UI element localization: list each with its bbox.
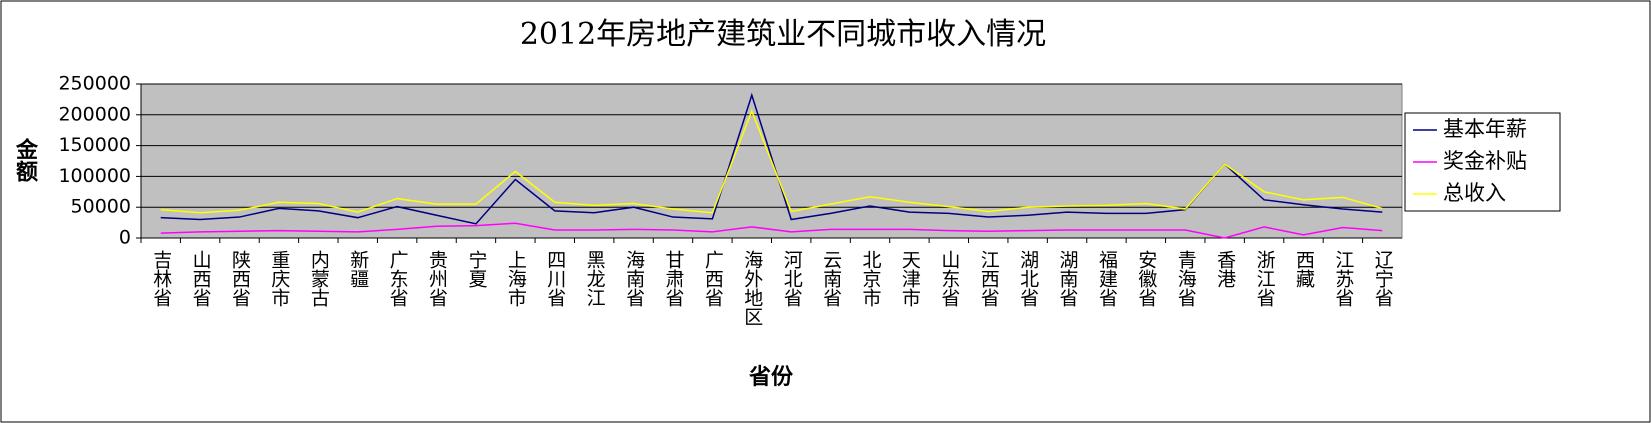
legend-label: 总收入 (1443, 181, 1506, 205)
series-line (160, 222, 1383, 239)
x-tick-label: 西藏 (1293, 250, 1315, 289)
x-tick-label: 浙江省 (1254, 250, 1276, 307)
x-tick-label: 重庆市 (268, 250, 290, 307)
x-tick-label: 贵州省 (426, 250, 448, 307)
x-tick-label: 江苏省 (1332, 250, 1354, 307)
x-tick-label: 广东省 (387, 250, 409, 307)
legend-label: 奖金补贴 (1443, 149, 1527, 173)
x-tick-label: 吉林省 (150, 250, 172, 307)
x-axis-label: 省份 (748, 365, 794, 390)
y-tick-label: 0 (119, 227, 131, 249)
series-line (160, 109, 1383, 214)
x-tick-label: 陕西省 (229, 250, 251, 307)
x-tick-label: 青海省 (1175, 250, 1197, 307)
x-tick-label: 山西省 (190, 250, 212, 307)
x-tick-label: 海外地区 (741, 250, 763, 326)
x-tick-label: 北京市 (860, 250, 882, 307)
x-tick-label: 湖北省 (1017, 250, 1039, 307)
y-tick-label: 200000 (58, 103, 131, 125)
series-line (160, 92, 1383, 225)
x-tick-label: 广西省 (702, 250, 724, 307)
x-tick-label: 山东省 (938, 250, 960, 307)
y-tick-label: 50000 (71, 196, 131, 218)
x-tick-label: 四川省 (544, 250, 566, 307)
x-tick-label: 湖南省 (1057, 250, 1079, 307)
legend-label: 基本年薪 (1443, 117, 1527, 141)
x-tick-label: 天津市 (899, 250, 921, 307)
x-tick-label: 黑龙江 (584, 250, 606, 307)
chart-title: 2012年房地产建筑业不同城市收入情况 (520, 17, 1046, 52)
x-tick-label: 江西省 (978, 250, 1000, 307)
x-tick-label: 甘肃省 (662, 250, 684, 307)
x-tick-label: 福建省 (1096, 250, 1118, 307)
x-tick-label: 辽宁省 (1372, 250, 1394, 307)
x-tick-label: 香港 (1214, 250, 1236, 288)
x-tick-label: 海南省 (623, 250, 645, 307)
y-tick-label: 100000 (58, 165, 131, 187)
y-tick-label: 250000 (58, 73, 131, 95)
x-tick-label: 河北省 (781, 250, 803, 307)
x-tick-label: 安徽省 (1135, 250, 1157, 307)
y-tick-label: 150000 (58, 134, 131, 156)
x-tick-label: 宁夏 (465, 250, 487, 288)
x-tick-label: 云南省 (820, 250, 842, 307)
x-tick-label: 新疆 (347, 250, 369, 288)
y-axis-label: 金额 (12, 137, 39, 182)
x-tick-label: 内蒙古 (308, 250, 330, 307)
x-tick-label: 上海市 (505, 250, 527, 307)
